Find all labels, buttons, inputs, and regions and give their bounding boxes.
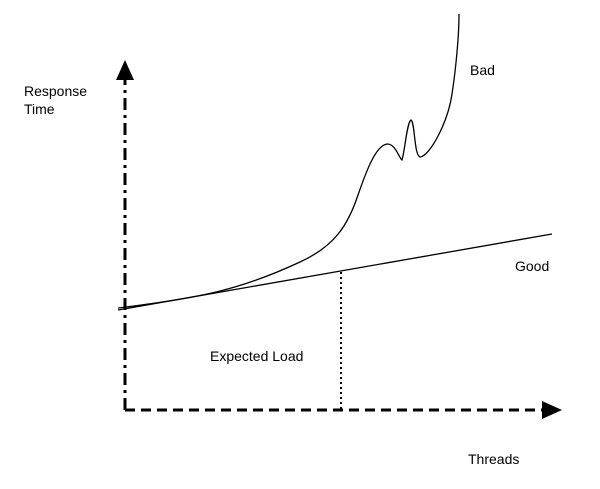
y-axis-label-line2: Time xyxy=(24,101,55,117)
x-axis-label: Threads xyxy=(468,451,520,467)
bad-curve-label: Bad xyxy=(470,62,495,78)
x-axis-arrowhead xyxy=(542,401,562,419)
bad-curve xyxy=(117,13,460,309)
y-axis-arrowhead xyxy=(116,60,134,80)
good-line-label: Good xyxy=(515,258,550,274)
y-axis-label-line1: Response xyxy=(24,83,88,99)
expected-load-label: Expected Load xyxy=(210,348,304,364)
